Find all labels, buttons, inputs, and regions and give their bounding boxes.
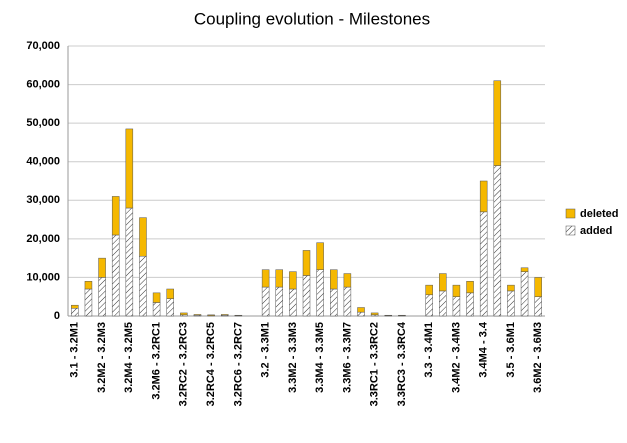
x-tick-label: 3.1 - 3.2M1 (69, 322, 81, 378)
y-tick-label: 70,000 (26, 40, 60, 52)
x-tick-label: 3.2 - 3.3M1 (260, 322, 272, 378)
bar-segment (480, 212, 487, 316)
y-tick-label: 40,000 (26, 156, 60, 168)
x-tick-label: 3.2M6 - 3.2RC1 (150, 322, 162, 400)
bar-segment (317, 270, 324, 316)
bar-segment (358, 312, 365, 316)
bar-segment (535, 277, 542, 296)
bar-segment (139, 256, 146, 316)
x-tick-label: 3.6M2 - 3.6M3 (532, 322, 544, 393)
x-tick-label: 3.3M4 - 3.3M5 (314, 322, 326, 393)
bar-segment (344, 274, 351, 288)
bar-segment (344, 287, 351, 316)
bar-segment (167, 289, 174, 299)
legend-label: deleted (580, 208, 619, 220)
bar-segment (521, 268, 528, 272)
x-tick-label: 3.4M4 - 3.4 (478, 321, 490, 378)
bar-segment (180, 313, 187, 315)
x-tick-label: 3.3M2 - 3.3M3 (287, 322, 299, 393)
bar-segment (494, 166, 501, 316)
bar-segment (453, 297, 460, 316)
bar-segment (303, 276, 310, 317)
bar-segment (126, 129, 133, 208)
y-tick-label: 50,000 (26, 117, 60, 129)
bar-segment (276, 287, 283, 316)
bar-segment (289, 272, 296, 289)
bar-segment (208, 315, 215, 316)
bar-segment (276, 270, 283, 287)
bar-segment (317, 243, 324, 270)
bar-segment (112, 235, 119, 316)
bar-segment (139, 218, 146, 257)
x-tick-label: 3.2RC6 - 3.2RC7 (232, 322, 244, 406)
bar-segment (289, 289, 296, 316)
bar-segment (71, 305, 78, 308)
x-tick-label: 3.2M4 - 3.2M5 (123, 322, 135, 393)
bar-segment (112, 196, 119, 235)
bar-segment (85, 281, 92, 289)
bar-segment (71, 308, 78, 316)
bar-segment (358, 308, 365, 313)
x-tick-label: 3.3M6 - 3.3M7 (341, 322, 353, 393)
y-tick-label: 0 (54, 310, 60, 322)
x-tick-label: 3.5 - 3.6M1 (505, 322, 517, 378)
x-tick-label: 3.3RC1 - 3.3RC2 (369, 322, 381, 406)
chart-title: Coupling evolution - Milestones (194, 9, 430, 28)
bar-segment (371, 313, 378, 315)
bar-segment (521, 272, 528, 316)
bar-segment (467, 281, 474, 293)
bar-segment (330, 270, 337, 289)
bar-segment (167, 299, 174, 316)
bar-segment (480, 181, 487, 212)
y-tick-label: 30,000 (26, 194, 60, 206)
bar-segment (426, 285, 433, 295)
bar-segment (507, 285, 514, 291)
bar-segment (467, 293, 474, 316)
bar-segment (85, 289, 92, 316)
legend-label: added (580, 225, 612, 237)
bar-segment (194, 314, 201, 315)
x-tick-label: 3.2RC4 - 3.2RC5 (205, 322, 217, 406)
bar-segment (439, 291, 446, 316)
bar-segment (99, 258, 106, 277)
y-tick-label: 10,000 (26, 271, 60, 283)
bar-segment (535, 297, 542, 316)
x-tick-label: 3.4M2 - 3.4M3 (450, 322, 462, 393)
bar-segment (507, 291, 514, 316)
x-tick-label: 3.3RC3 - 3.3RC4 (396, 321, 408, 406)
bar-segment (262, 270, 269, 287)
bar-segment (262, 287, 269, 316)
y-tick-label: 20,000 (26, 233, 60, 245)
bar-segment (303, 250, 310, 275)
bar-segment (153, 303, 160, 317)
bar-segment (494, 81, 501, 166)
bar-segment (221, 314, 228, 315)
bar-segment (330, 289, 337, 316)
x-tick-label: 3.2M2 - 3.2M3 (96, 322, 108, 393)
bar-segment (453, 285, 460, 297)
legend-swatch (566, 209, 575, 218)
bar-segment (153, 293, 160, 303)
bar-segment (439, 274, 446, 291)
bar-segment (99, 277, 106, 316)
bar-segment (126, 208, 133, 316)
legend-swatch (566, 226, 575, 235)
x-tick-label: 3.3 - 3.4M1 (423, 322, 435, 378)
bar-segment (426, 295, 433, 316)
y-tick-label: 60,000 (26, 78, 60, 90)
x-tick-label: 3.2RC2 - 3.2RC3 (178, 322, 190, 406)
